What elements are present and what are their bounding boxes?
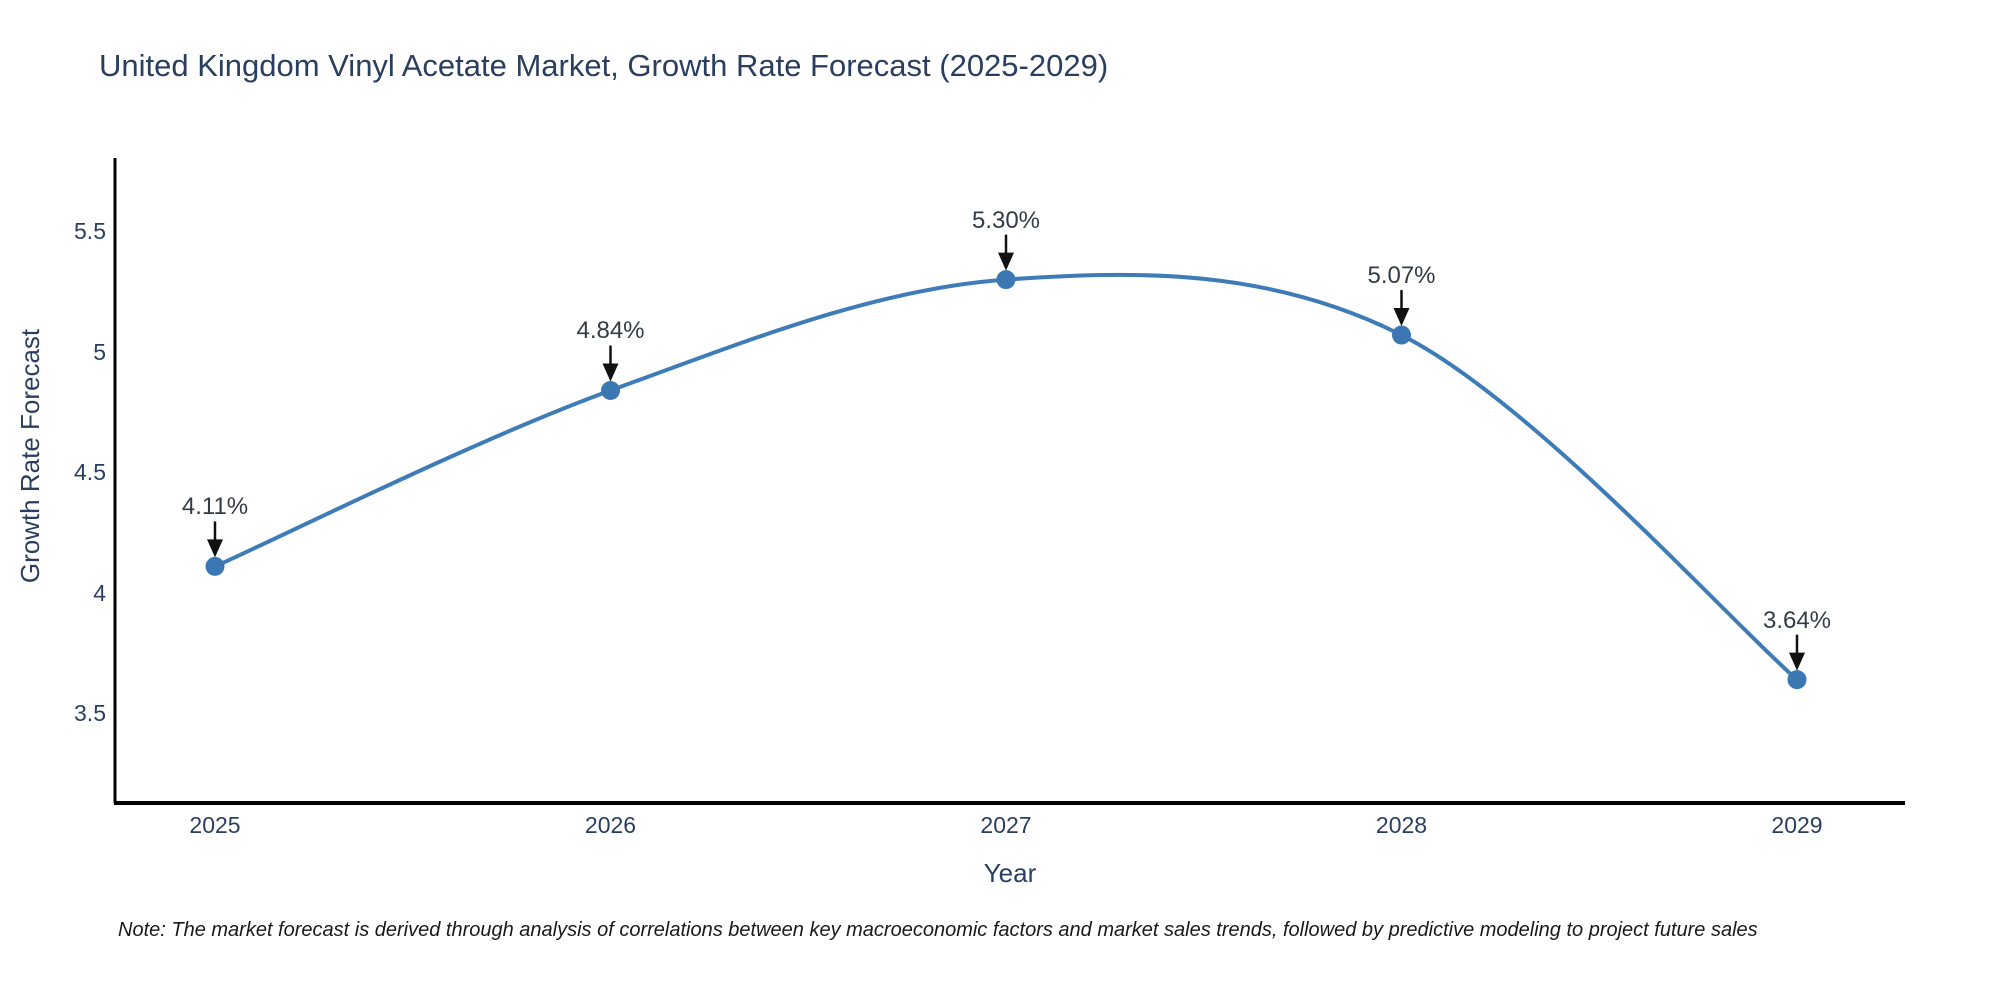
x-tick-label: 2027 xyxy=(980,812,1032,838)
data-point-label: 5.30% xyxy=(971,206,1041,234)
annotation-arrowhead xyxy=(998,252,1014,271)
data-point-label: 5.07% xyxy=(1367,262,1436,290)
x-tick-label: 2025 xyxy=(189,812,241,838)
y-tick-label: 4.5 xyxy=(74,459,106,486)
y-tick-label: 4 xyxy=(93,579,106,606)
x-axis-title: Year xyxy=(983,858,1037,888)
chart-title: United Kingdom Vinyl Acetate Market, Gro… xyxy=(99,48,1109,83)
y-axis-spine xyxy=(113,158,117,803)
x-axis-spine xyxy=(114,801,1905,805)
data-point-label: 3.64% xyxy=(1762,606,1832,634)
data-point-marker[interactable] xyxy=(205,556,225,576)
annotation-arrowhead xyxy=(207,539,223,558)
x-tick-label: 2026 xyxy=(584,812,637,838)
trend-line xyxy=(213,272,1799,682)
y-tick-label: 3.5 xyxy=(74,700,106,727)
data-point-marker[interactable] xyxy=(1392,325,1411,345)
annotation-arrowhead xyxy=(1789,652,1805,671)
data-point-label: 4.84% xyxy=(576,317,645,345)
data-point-marker[interactable] xyxy=(1787,670,1807,690)
data-point-label: 4.11% xyxy=(181,493,249,521)
x-tick-label: 2029 xyxy=(1771,812,1823,838)
x-tick-label: 2028 xyxy=(1375,812,1428,838)
annotation-arrowhead xyxy=(1393,308,1410,327)
y-tick-label: 5.5 xyxy=(74,218,106,245)
annotation-arrowhead xyxy=(602,363,619,382)
data-point-marker[interactable] xyxy=(996,270,1016,290)
data-point-marker[interactable] xyxy=(601,380,620,400)
y-tick-label: 5 xyxy=(93,338,106,365)
footnote: Note: The market forecast is derived thr… xyxy=(118,919,1758,941)
